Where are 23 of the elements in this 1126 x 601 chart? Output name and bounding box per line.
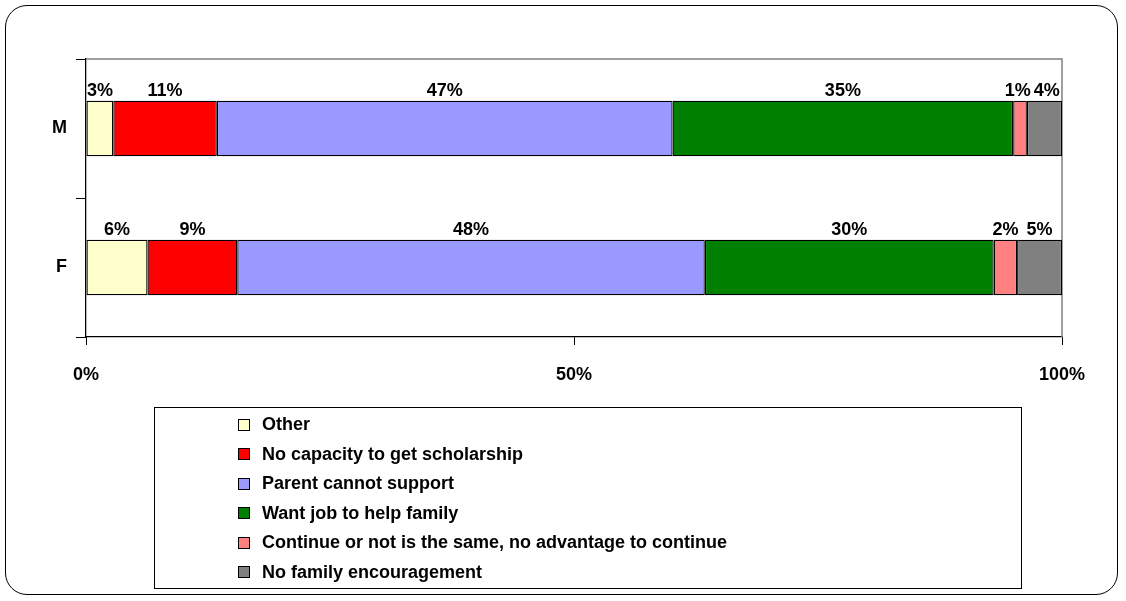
data-label: 9% (179, 218, 206, 239)
y-tick-label: M (52, 117, 67, 138)
data-label: 6% (103, 218, 130, 239)
x-tick-label: 0% (72, 363, 100, 384)
x-tick-label: 50% (555, 363, 593, 384)
data-label: 35% (824, 79, 861, 100)
x-tick-label: 100% (1038, 363, 1086, 384)
legend-label: No family encouragement (262, 561, 483, 583)
data-label: 3% (86, 79, 113, 100)
legend-label: Want job to help family (262, 502, 459, 524)
data-label: 5% (1026, 218, 1053, 239)
data-label: 30% (831, 218, 868, 239)
data-label: 47% (426, 79, 463, 100)
data-label: 48% (453, 218, 490, 239)
data-label: 11% (147, 79, 183, 100)
legend-label: No capacity to get scholarship (262, 443, 524, 465)
y-tick-label: F (56, 256, 67, 277)
legend-label: Parent cannot support (262, 473, 455, 495)
legend-label: Continue or not is the same, no advantage to continue (262, 532, 728, 554)
data-label: 4% (1033, 79, 1060, 100)
data-label: 1% (1004, 79, 1031, 100)
legend-label: Other (262, 414, 311, 436)
data-label: 2% (992, 218, 1019, 239)
